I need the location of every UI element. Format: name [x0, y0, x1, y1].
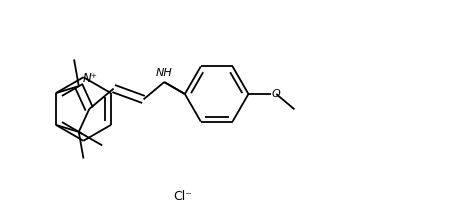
- Text: N⁺: N⁺: [82, 72, 97, 85]
- Text: Cl⁻: Cl⁻: [173, 190, 192, 203]
- Text: NH: NH: [156, 68, 172, 78]
- Text: O: O: [271, 89, 279, 99]
